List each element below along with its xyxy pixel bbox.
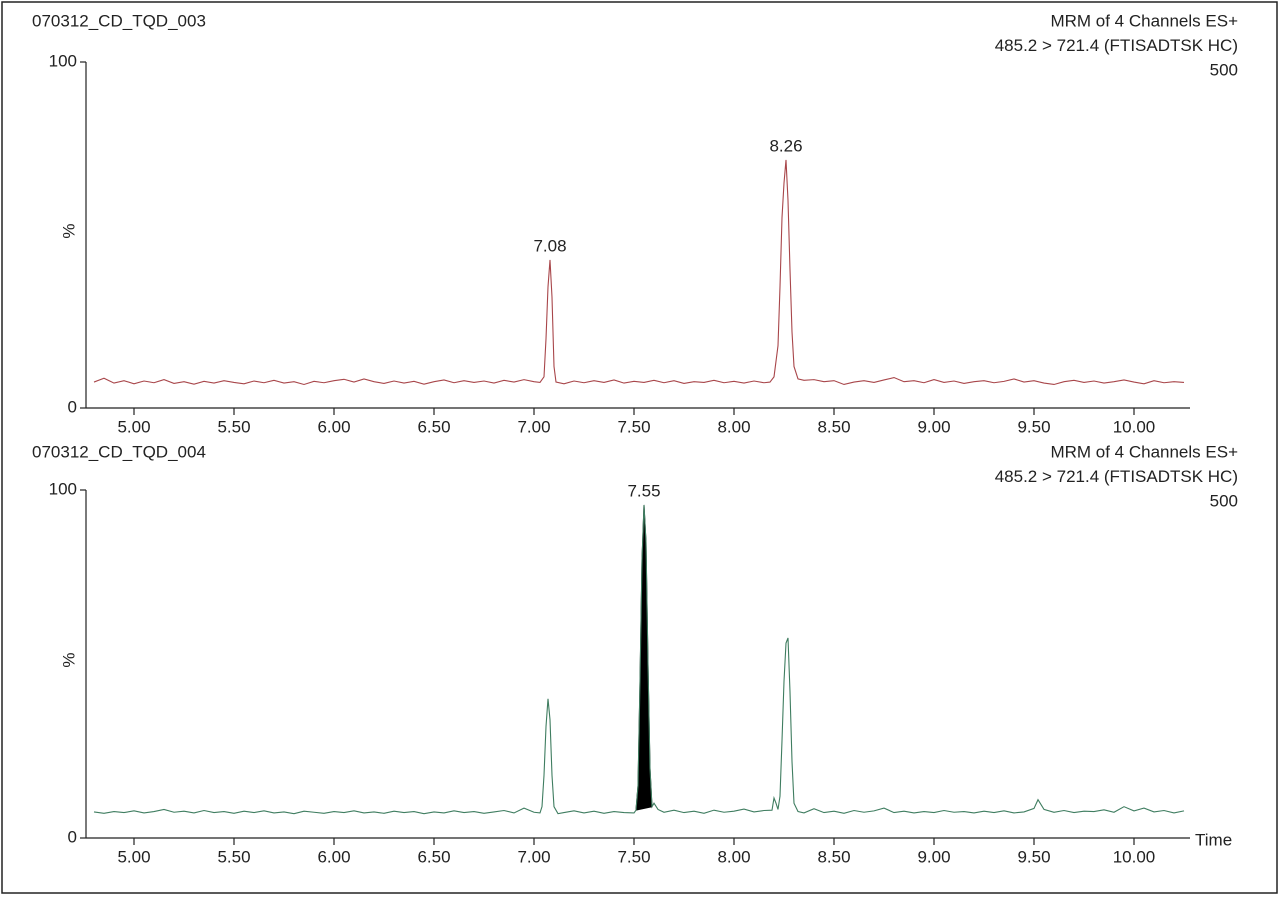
chart-title: 070312_CD_TQD_003 (32, 11, 206, 30)
x-axis-label: Time (1195, 830, 1232, 849)
x-tick-label: 7.50 (617, 847, 650, 866)
x-tick-label: 6.00 (317, 417, 350, 436)
x-tick-label: 5.50 (217, 847, 250, 866)
channel-info: MRM of 4 Channels ES+ (1050, 11, 1238, 30)
x-tick-label: 8.00 (717, 417, 750, 436)
x-tick-label: 6.00 (317, 847, 350, 866)
peak-label: 8.26 (769, 136, 802, 155)
x-tick-label: 8.50 (817, 417, 850, 436)
x-tick-label: 10.00 (1113, 417, 1156, 436)
chart-title: 070312_CD_TQD_004 (32, 442, 206, 461)
x-tick-label: 9.50 (1017, 417, 1050, 436)
x-tick-label: 7.00 (517, 847, 550, 866)
peak-label: 7.08 (533, 236, 566, 255)
channel-info: MRM of 4 Channels ES+ (1050, 442, 1238, 461)
x-tick-label: 10.00 (1113, 847, 1156, 866)
y-axis-label: % (59, 223, 78, 238)
y-tick-label: 0 (68, 827, 77, 846)
x-tick-label: 8.00 (717, 847, 750, 866)
channel-info: 500 (1210, 60, 1238, 79)
peak-label: 7.55 (627, 481, 660, 500)
channel-info: 485.2 > 721.4 (FTISADTSK HC) (995, 467, 1238, 486)
y-axis-label: % (59, 652, 78, 667)
channel-info: 485.2 > 721.4 (FTISADTSK HC) (995, 36, 1238, 55)
x-tick-label: 5.50 (217, 417, 250, 436)
x-tick-label: 7.00 (517, 417, 550, 436)
x-tick-label: 5.00 (117, 847, 150, 866)
y-tick-label: 100 (49, 51, 77, 70)
x-tick-label: 9.50 (1017, 847, 1050, 866)
trace (93, 159, 1185, 386)
x-tick-label: 6.50 (417, 847, 450, 866)
y-tick-label: 100 (49, 479, 77, 498)
x-tick-label: 6.50 (417, 417, 450, 436)
x-tick-label: 5.00 (117, 417, 150, 436)
trace (93, 504, 1185, 815)
x-tick-label: 7.50 (617, 417, 650, 436)
x-tick-label: 9.00 (917, 847, 950, 866)
channel-info: 500 (1210, 491, 1238, 510)
y-tick-label: 0 (68, 397, 77, 416)
x-tick-label: 9.00 (917, 417, 950, 436)
x-tick-label: 8.50 (817, 847, 850, 866)
